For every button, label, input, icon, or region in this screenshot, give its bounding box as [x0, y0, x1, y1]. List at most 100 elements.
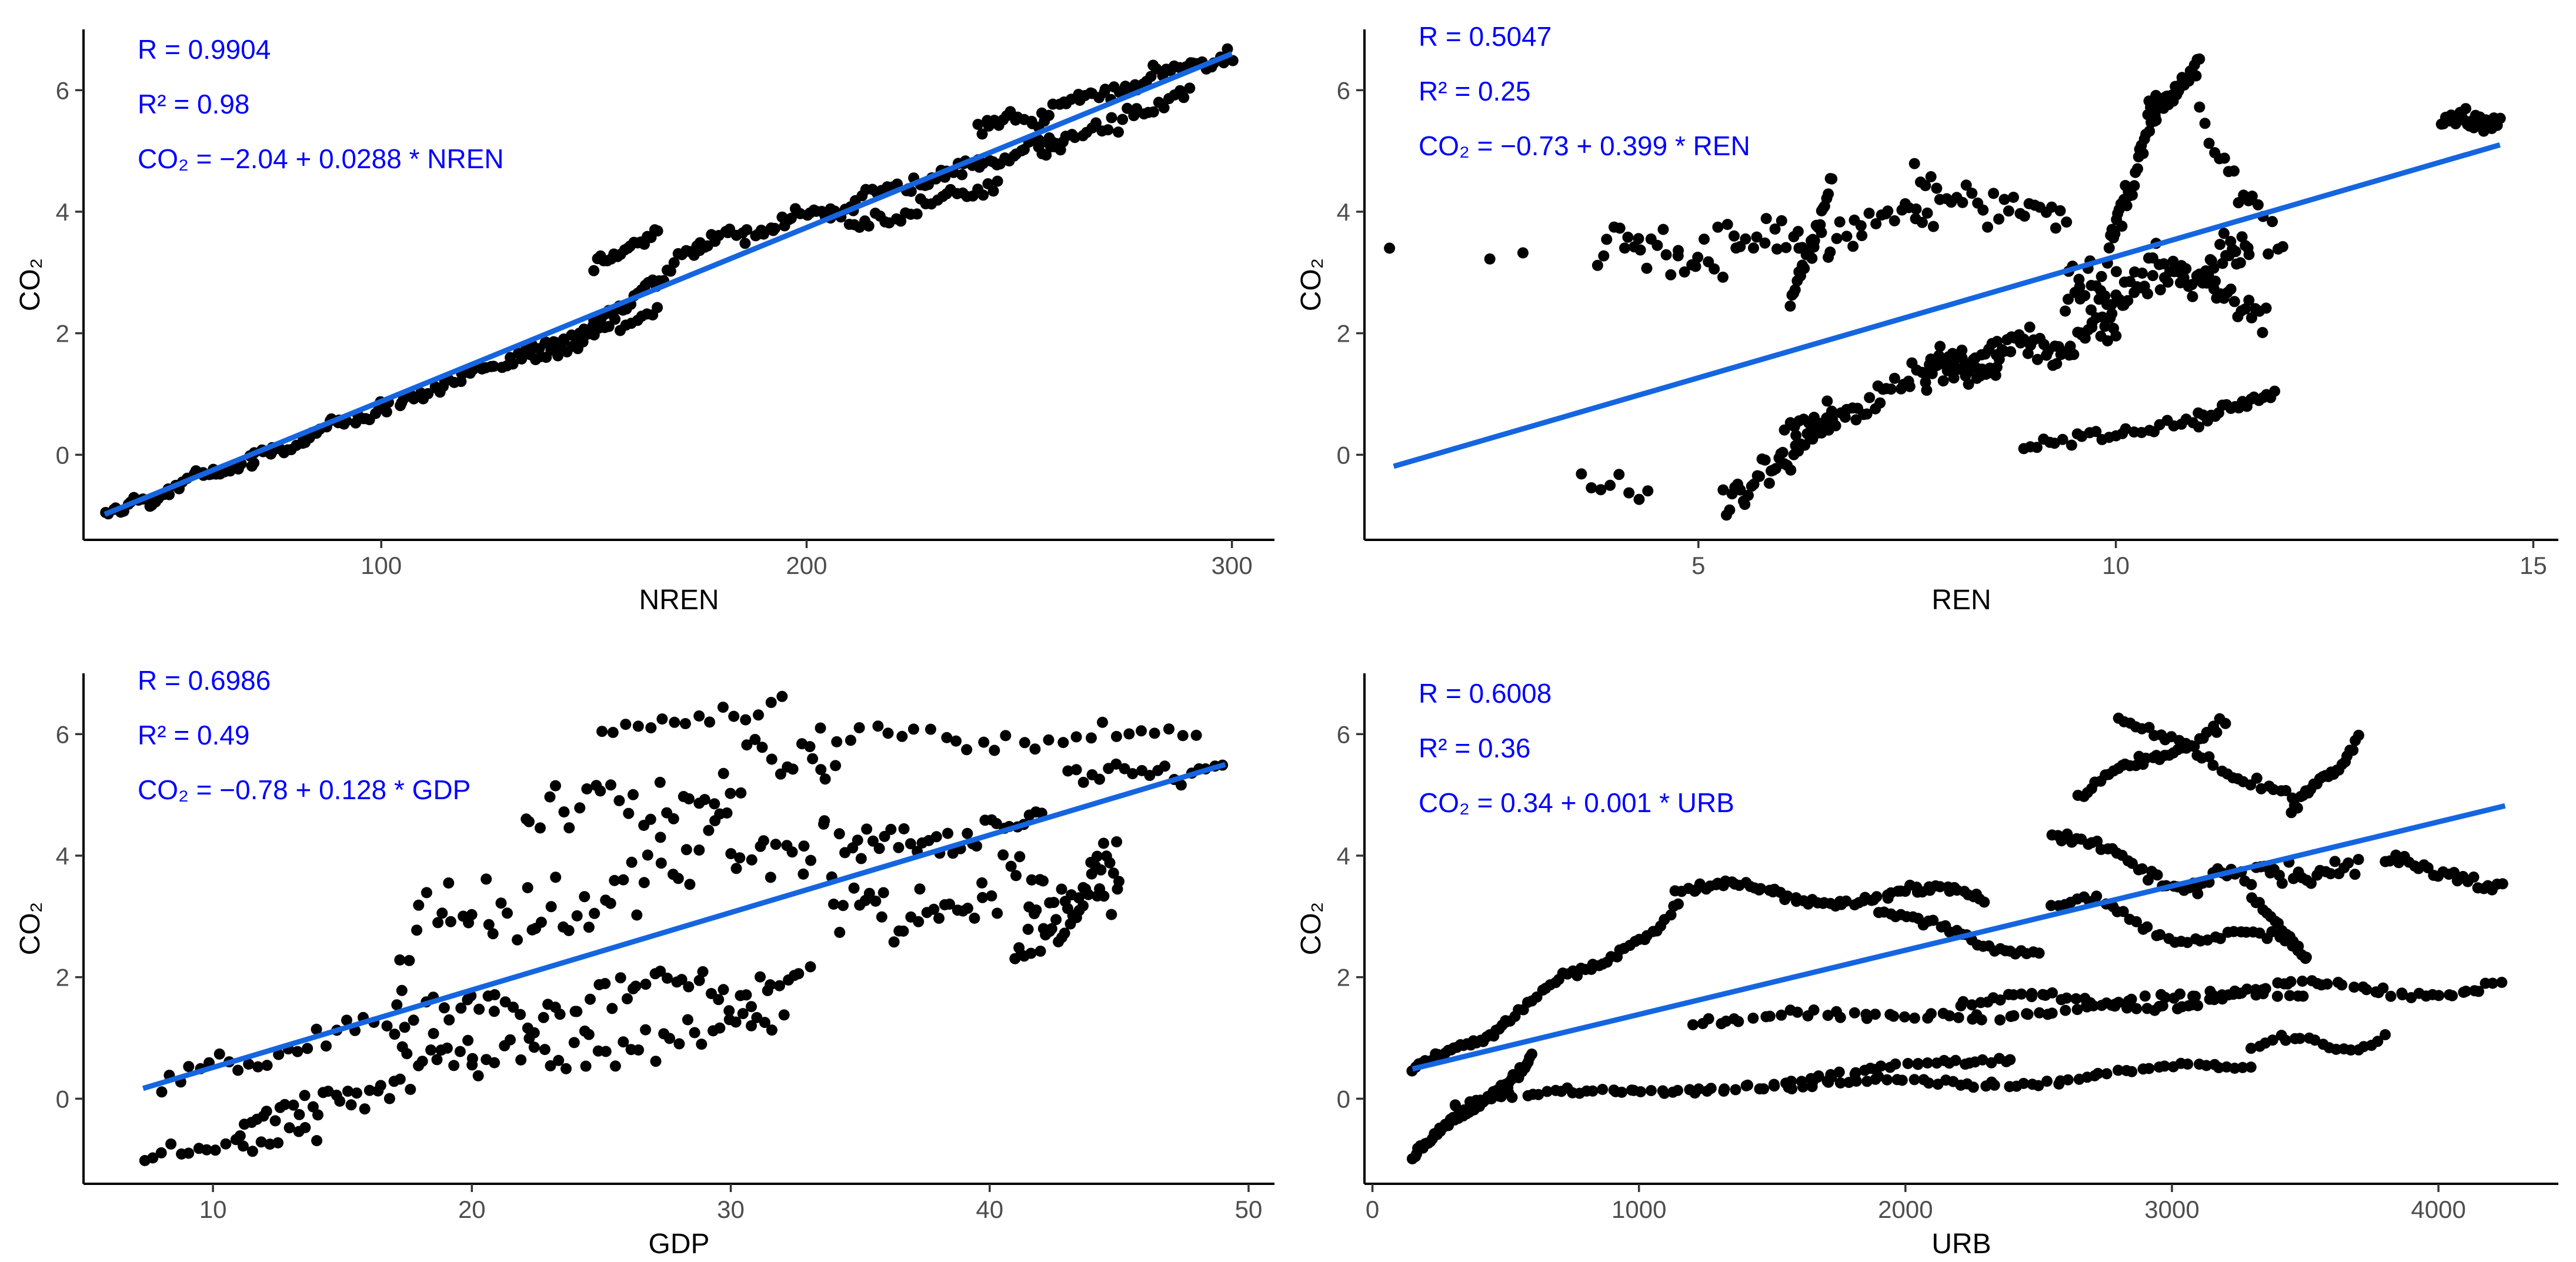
data-point	[773, 980, 785, 991]
data-point	[1898, 1011, 1910, 1023]
data-point	[2000, 1056, 2012, 1067]
data-point	[523, 816, 535, 827]
data-point	[445, 916, 456, 927]
data-point	[2294, 1033, 2305, 1044]
data-point	[1814, 219, 1826, 231]
data-point	[2348, 981, 2360, 993]
data-point	[322, 1086, 334, 1097]
data-point	[734, 852, 746, 864]
data-point	[1798, 262, 1810, 274]
data-point	[766, 1024, 778, 1036]
data-point	[571, 1006, 583, 1017]
data-point	[1950, 1054, 1961, 1066]
data-point	[1944, 1010, 1956, 1021]
data-point	[631, 909, 643, 921]
data-point	[2241, 983, 2253, 995]
data-point	[2377, 982, 2389, 994]
data-point	[2218, 228, 2230, 239]
data-point	[311, 1023, 322, 1035]
data-point	[870, 895, 882, 907]
data-point	[928, 903, 940, 915]
data-point	[1770, 463, 1781, 475]
data-point	[855, 853, 867, 864]
x-tick-label: 10	[199, 1196, 227, 1223]
data-point	[668, 257, 680, 269]
data-point	[2190, 70, 2202, 82]
data-point	[1614, 222, 1626, 234]
data-point	[1991, 336, 2003, 348]
data-point	[1095, 864, 1107, 876]
data-point	[623, 807, 635, 819]
data-point	[609, 313, 621, 325]
data-point	[2167, 255, 2179, 267]
x-axis-title: URB	[1931, 1228, 1991, 1260]
data-point	[713, 994, 725, 1006]
y-tick-label: 2	[1337, 320, 1350, 348]
data-point	[1111, 836, 1123, 847]
data-point	[2216, 989, 2228, 1001]
data-point	[1633, 493, 1645, 505]
data-point	[845, 735, 856, 746]
y-tick-label: 0	[56, 441, 69, 469]
data-point	[1861, 408, 1873, 420]
data-point	[299, 1122, 311, 1133]
data-point	[2218, 152, 2230, 164]
data-point	[2074, 281, 2086, 293]
data-point	[2079, 290, 2091, 302]
data-point	[2194, 268, 2205, 280]
data-point	[466, 1053, 478, 1064]
data-point	[2487, 977, 2498, 989]
points-group	[1384, 53, 2506, 521]
data-point	[1474, 1094, 1486, 1106]
data-point	[689, 1027, 700, 1039]
data-point	[765, 979, 776, 991]
data-point	[1106, 909, 1117, 920]
data-point	[1822, 1010, 1834, 1021]
data-point	[1693, 1083, 1704, 1095]
data-point	[1113, 876, 1125, 887]
data-point	[455, 376, 467, 388]
y-tick-label: 6	[1337, 720, 1350, 748]
data-point	[2102, 335, 2113, 347]
data-point	[1175, 779, 1187, 791]
data-point	[2024, 321, 2036, 333]
data-point	[2203, 138, 2215, 149]
data-point	[2214, 239, 2226, 251]
data-point	[765, 697, 777, 708]
x-tick-label: 1000	[1611, 1196, 1666, 1223]
data-point	[645, 722, 657, 734]
data-point	[956, 169, 968, 181]
data-point	[396, 1041, 408, 1053]
data-point	[2057, 433, 2068, 445]
data-point	[613, 795, 625, 806]
data-point	[1190, 729, 1202, 741]
data-point	[1050, 914, 1062, 926]
data-point	[563, 822, 575, 834]
data-point	[1896, 1074, 1908, 1086]
data-point	[615, 972, 626, 984]
data-point	[2178, 272, 2190, 283]
data-point	[539, 1044, 550, 1056]
data-point	[1957, 196, 1968, 208]
data-point	[1960, 370, 1971, 382]
data-point	[1147, 106, 1159, 118]
data-point	[775, 768, 786, 780]
data-point	[1000, 730, 1012, 742]
data-point	[1808, 1004, 1820, 1016]
data-point	[2113, 1064, 2124, 1076]
data-point	[770, 839, 782, 850]
data-point	[1062, 765, 1074, 777]
data-point	[697, 966, 709, 977]
data-point	[252, 1061, 264, 1073]
data-point	[834, 927, 846, 938]
data-point	[1821, 1076, 1833, 1087]
data-point	[1724, 504, 1736, 516]
data-point	[758, 835, 769, 847]
data-point	[2154, 929, 2166, 940]
data-point	[978, 736, 990, 748]
data-point	[505, 1034, 516, 1046]
data-point	[1789, 284, 1801, 296]
data-point	[944, 899, 955, 910]
data-point	[2187, 990, 2199, 1002]
data-point	[436, 907, 448, 919]
